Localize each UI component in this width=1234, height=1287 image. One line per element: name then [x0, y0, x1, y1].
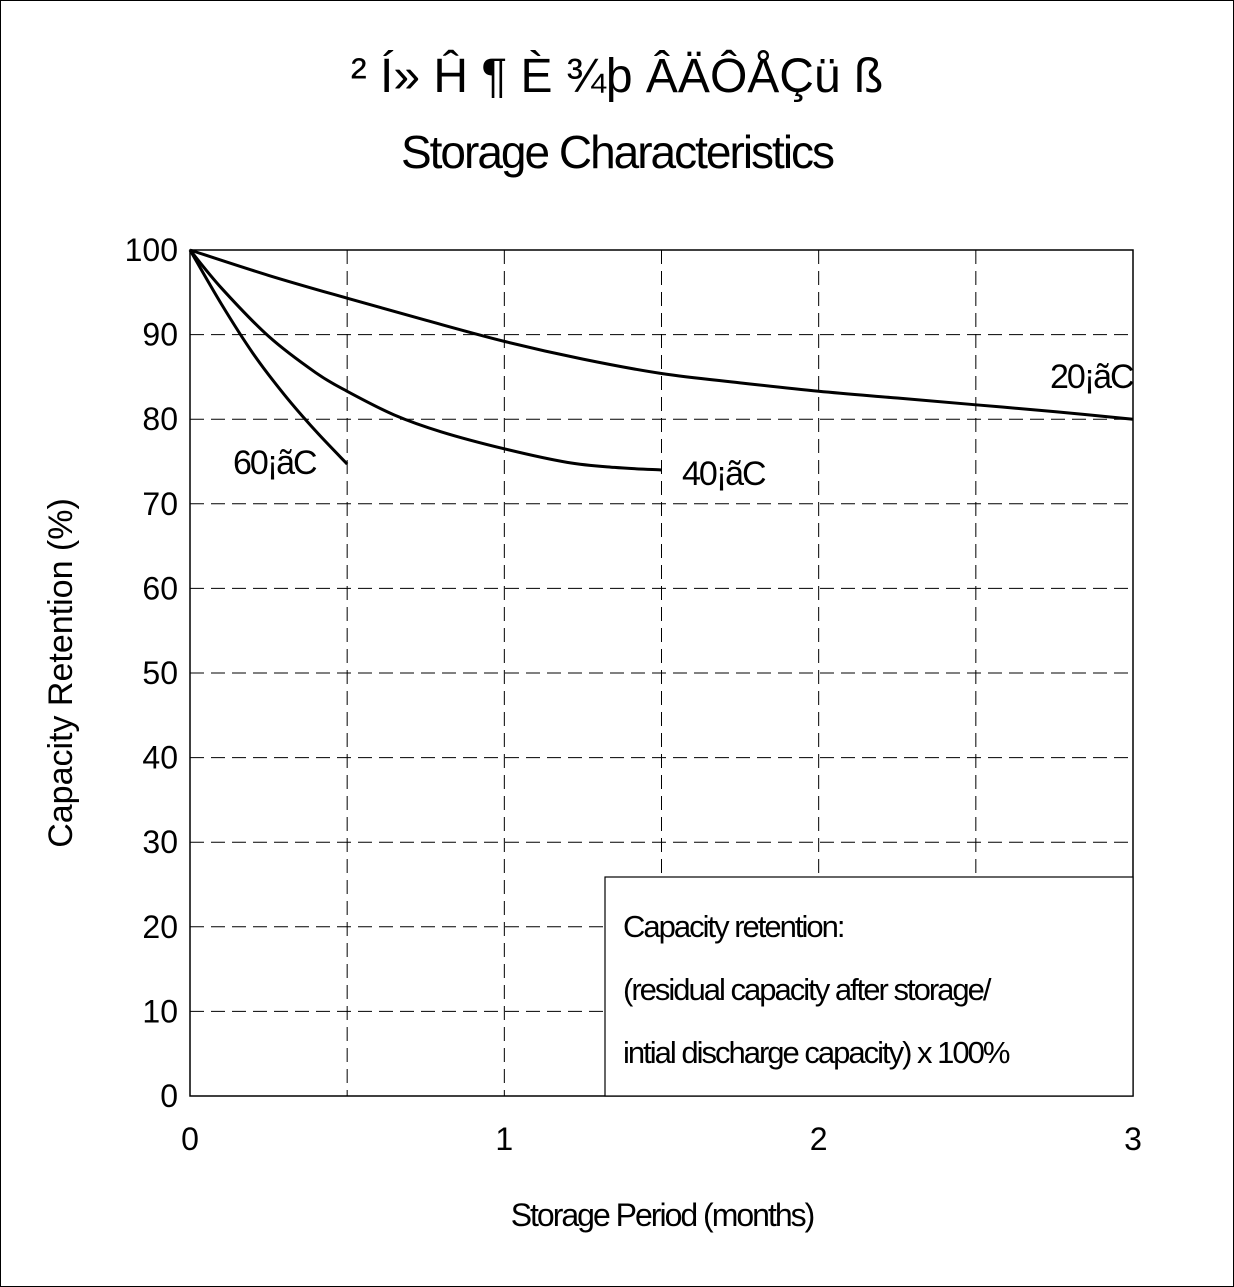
x-tick-label: 1 [495, 1121, 513, 1157]
y-tick-label: 60 [142, 570, 178, 606]
x-tick-label: 3 [1124, 1121, 1142, 1157]
note-box-border [604, 876, 1134, 1097]
note-line-1: Capacity retention: [623, 909, 843, 944]
y-tick-labels: 0 10 20 30 40 50 60 70 80 90 100 [125, 232, 178, 1114]
note-line-2: (residual capacity after storage/ [623, 972, 992, 1007]
x-axis-label: Storage Period (months) [511, 1197, 814, 1233]
y-tick-label: 80 [142, 401, 178, 437]
note-line-3: intial discharge capacity) x 100% [623, 1035, 1010, 1070]
note-box: Capacity retention: (residual capacity a… [604, 876, 1134, 1097]
series-label-20c: 20¡ãC [1050, 358, 1134, 396]
y-tick-label: 0 [160, 1078, 178, 1114]
y-tick-label: 100 [125, 232, 178, 268]
chart-title: Storage Characteristics [401, 126, 834, 178]
series-line-20c [189, 248, 1134, 421]
chart-title-garbled: ² Í» Ĥ ¶ È ¾þ ÂÄÔÅÇü ß [351, 49, 884, 103]
y-tick-label: 10 [142, 993, 178, 1029]
x-tick-label: 0 [181, 1121, 199, 1157]
y-tick-label: 20 [142, 909, 178, 945]
y-tick-label: 90 [142, 317, 178, 353]
y-axis-label: Capacity Retention (%) [42, 498, 80, 848]
y-tick-label: 70 [142, 486, 178, 522]
series-label-60c: 60¡ãC [233, 444, 317, 482]
y-tick-label: 50 [142, 655, 178, 691]
series-line-60c [188, 249, 349, 466]
series-labels: 20¡ãC 40¡ãC 60¡ãC [233, 358, 1136, 493]
y-tick-label: 30 [142, 824, 178, 860]
series-label-40c: 40¡ãC [682, 455, 766, 493]
y-tick-label: 40 [142, 740, 178, 776]
series-line-40c [188, 249, 662, 472]
x-tick-labels: 0 1 2 3 [181, 1121, 1142, 1157]
x-tick-label: 2 [810, 1121, 828, 1157]
series-group [188, 248, 1134, 472]
